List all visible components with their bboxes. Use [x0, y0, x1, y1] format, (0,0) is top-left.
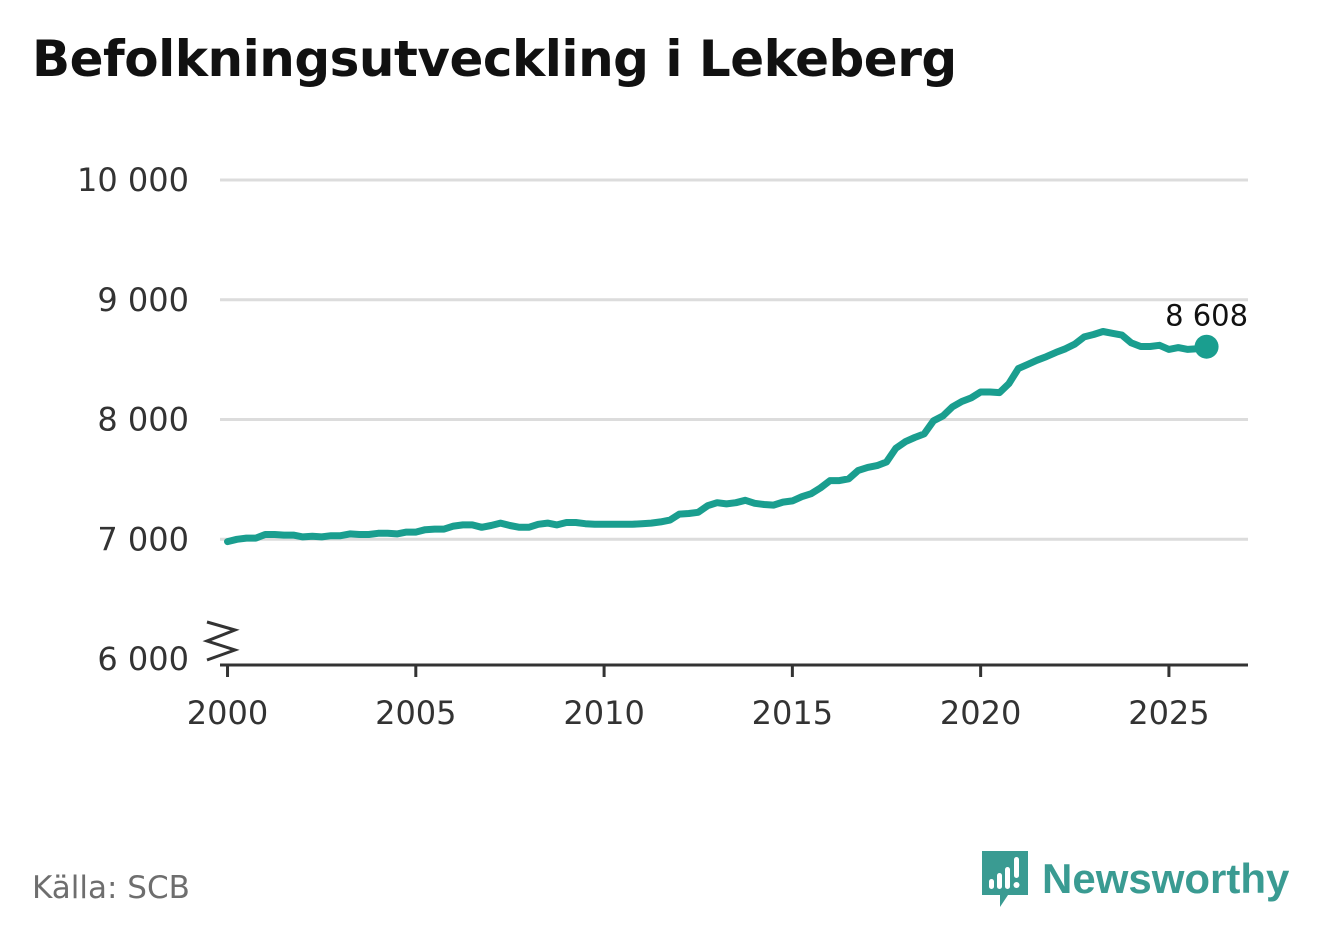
- x-tick-label: 2010: [563, 694, 644, 732]
- y-axis-labels: 6 000 7 000 8 000 9 000 10 000: [77, 161, 189, 678]
- end-point-marker: [1194, 334, 1219, 359]
- x-tick-label: 2005: [375, 694, 456, 732]
- y-tick-label: 9 000: [97, 281, 189, 319]
- y-tick-label: 6 000: [97, 640, 189, 678]
- x-tick-label: 2025: [1128, 694, 1209, 732]
- y-tick-label: 7 000: [97, 520, 189, 558]
- y-tick-label: 8 000: [97, 401, 189, 439]
- source-note: Källa: SCB: [32, 870, 190, 906]
- brand-name: Newsworthy: [1042, 855, 1290, 902]
- axis-break-icon: [202, 620, 240, 662]
- newsworthy-logo-icon: [982, 851, 1028, 907]
- x-axis-labels: 2000 2005 2010 2015 2020 2025: [187, 694, 1210, 732]
- series: 8 608: [224, 299, 1248, 546]
- brand: Newsworthy: [980, 848, 1289, 910]
- chart-title: Befolkningsutveckling i Lekeberg: [32, 30, 957, 88]
- y-tick-label: 10 000: [77, 161, 189, 199]
- x-tick-label: 2020: [940, 694, 1021, 732]
- x-tick-label: 2015: [752, 694, 833, 732]
- x-tick-label: 2000: [187, 694, 268, 732]
- end-value-label: 8 608: [1165, 299, 1248, 333]
- x-axis: [202, 620, 1248, 677]
- series-line: [224, 328, 1211, 546]
- gridlines: [220, 178, 1248, 541]
